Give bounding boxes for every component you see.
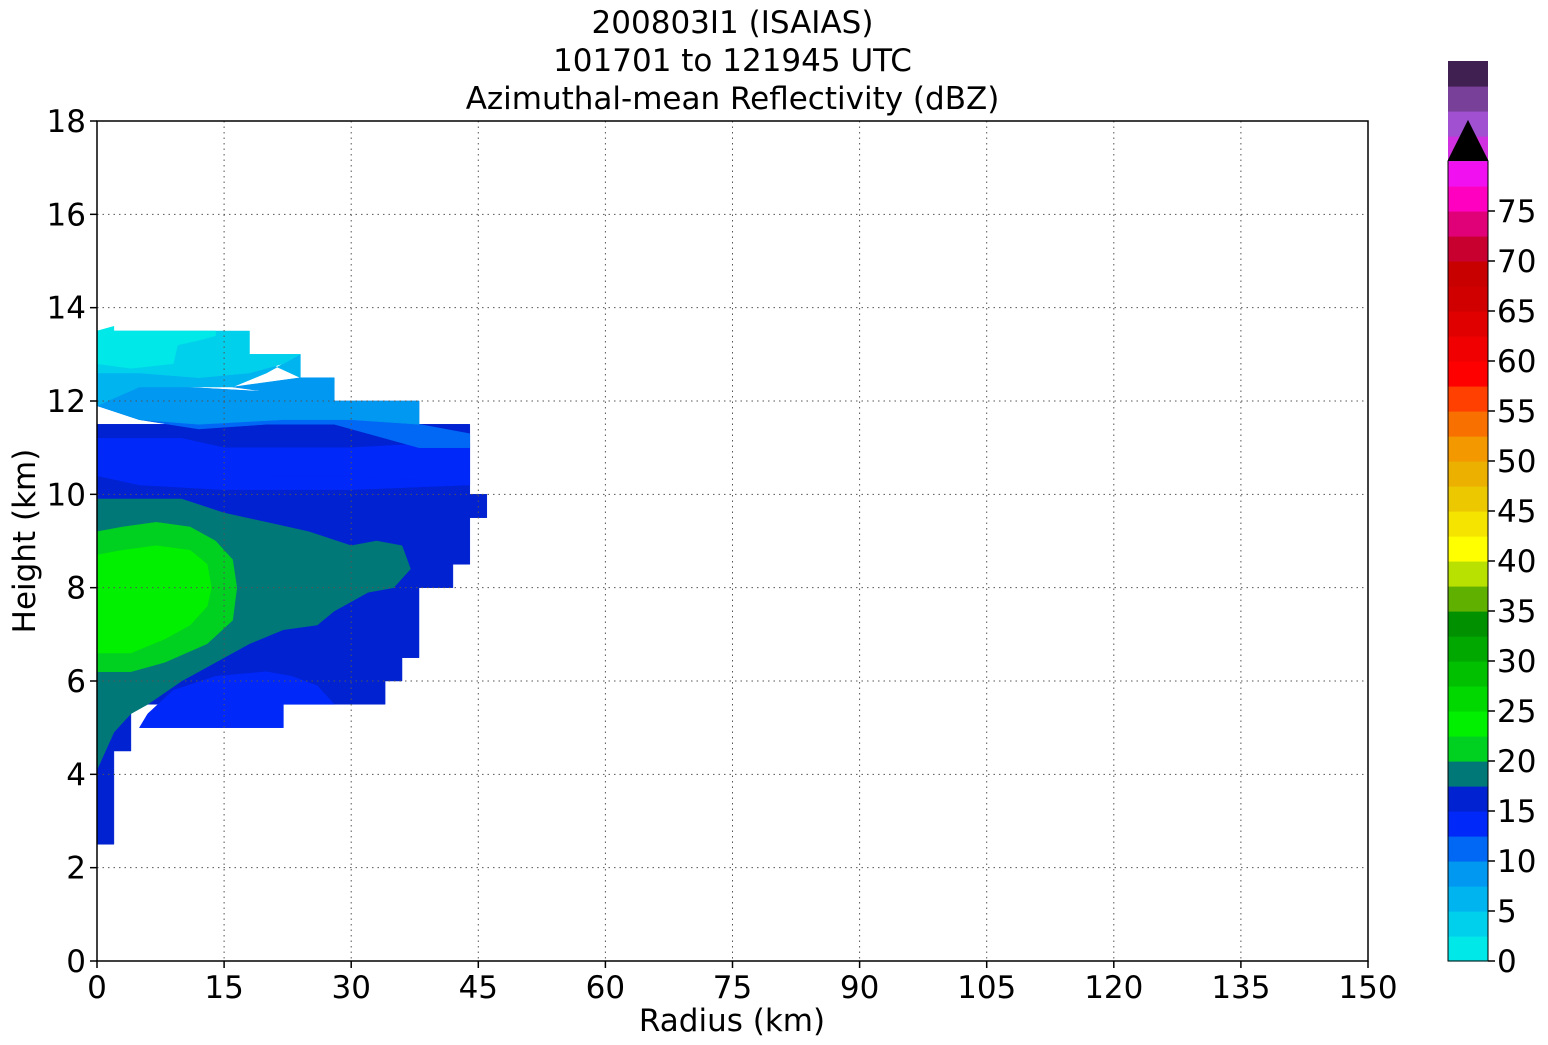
colorbar-tick-label-4: 20 <box>1497 744 1536 780</box>
colorbar-tick-label-12: 60 <box>1497 344 1536 380</box>
colorbar-tick-label-14: 70 <box>1497 244 1536 280</box>
contour-region-12 <box>97 452 471 490</box>
x-tick-label-3: 45 <box>459 970 498 1006</box>
colorbar-segment-29 <box>1448 211 1488 237</box>
y-tick-label-8: 16 <box>47 197 86 233</box>
chart-title-line-2: 101701 to 121945 UTC <box>553 43 912 79</box>
chart-title-line-1: 200803I1 (ISAIAS) <box>591 5 874 41</box>
colorbar-segment-1 <box>1448 911 1488 937</box>
colorbar-segment-30 <box>1448 186 1488 212</box>
colorbar-segment-5 <box>1448 811 1488 837</box>
x-tick-label-9: 135 <box>1211 970 1270 1006</box>
colorbar-segment-2 <box>1448 886 1488 912</box>
x-tick-label-0: 0 <box>87 970 107 1006</box>
x-tick-label-10: 150 <box>1338 970 1397 1006</box>
colorbar-segment-4 <box>1448 836 1488 862</box>
y-tick-label-2: 4 <box>66 757 86 793</box>
y-tick-label-3: 6 <box>66 664 86 700</box>
colorbar-segment-31 <box>1448 161 1488 187</box>
x-tick-label-7: 105 <box>957 970 1016 1006</box>
contour-region-7 <box>97 386 420 425</box>
colorbar-segment-15 <box>1448 561 1488 587</box>
contour-layer <box>97 325 488 845</box>
colorbar-tick-label-7: 35 <box>1497 594 1536 630</box>
colorbar-segment-28 <box>1448 236 1488 262</box>
colorbar-segment-19 <box>1448 461 1488 487</box>
y-tick-label-9: 18 <box>47 104 86 140</box>
colorbar-segment-23 <box>1448 361 1488 387</box>
x-ticks: 0 15 30 45 60 75 90 105 120 135 150 <box>87 961 1398 1006</box>
y-tick-label-5: 10 <box>47 477 86 513</box>
colorbar-tick-label-8: 40 <box>1497 544 1536 580</box>
colorbar-tick-label-9: 45 <box>1497 494 1536 530</box>
y-tick-label-6: 12 <box>47 384 86 420</box>
colorbar-segment-13 <box>1448 611 1488 637</box>
colorbar-extend-arrow <box>1448 121 1488 161</box>
x-tick-label-2: 30 <box>331 970 370 1006</box>
colorbar: 0 5 10 15 20 25 30 35 40 45 50 55 60 65 70 75 <box>1447 61 1536 980</box>
x-tick-label-4: 60 <box>586 970 625 1006</box>
contour-region-5 <box>97 545 212 654</box>
colorbar-segment-20 <box>1448 436 1488 462</box>
y-tick-label-0: 0 <box>66 944 86 980</box>
colorbar-tick-label-6: 30 <box>1497 644 1536 680</box>
colorbar-segment-0 <box>1448 936 1488 962</box>
colorbar-segment-24 <box>1448 336 1488 362</box>
colorbar-segment-14 <box>1448 586 1488 612</box>
colorbar-segment-21 <box>1448 411 1488 437</box>
y-ticks: 0 2 4 6 8 10 12 14 16 18 <box>47 104 97 980</box>
x-tick-label-8: 120 <box>1084 970 1143 1006</box>
contour-region-8 <box>232 377 335 402</box>
colorbar-segment-6 <box>1448 786 1488 812</box>
chart-title-line-3: Azimuthal-mean Reflectivity (dBZ) <box>465 81 1000 117</box>
x-tick-label-1: 15 <box>204 970 243 1006</box>
colorbar-tick-label-3: 15 <box>1497 794 1536 830</box>
y-tick-label-4: 8 <box>66 571 86 607</box>
colorbar-tick-label-13: 65 <box>1497 294 1536 330</box>
colorbar-segment-18 <box>1448 486 1488 512</box>
colorbar-segment-9 <box>1448 711 1488 737</box>
colorbar-tick-label-2: 10 <box>1497 844 1536 880</box>
colorbar-tick-label-5: 25 <box>1497 694 1536 730</box>
colorbar-tick-label-15: 75 <box>1497 194 1536 230</box>
colorbar-tick-label-0: 0 <box>1497 944 1517 980</box>
colorbar-segment-35 <box>1448 61 1488 87</box>
colorbar-segment-25 <box>1448 311 1488 337</box>
colorbar-segment-27 <box>1448 261 1488 287</box>
grid-lines <box>97 121 1368 961</box>
y-axis-label: Height (km) <box>7 449 43 634</box>
y-tick-label-1: 2 <box>66 851 86 887</box>
colorbar-tick-label-1: 5 <box>1497 894 1517 930</box>
colorbar-segment-11 <box>1448 661 1488 687</box>
colorbar-segment-26 <box>1448 286 1488 312</box>
contour-region-11 <box>97 325 216 369</box>
colorbar-segment-17 <box>1448 511 1488 537</box>
colorbar-outline <box>1447 119 1489 962</box>
colorbar-segment-7 <box>1448 761 1488 787</box>
colorbar-segment-8 <box>1448 736 1488 762</box>
colorbar-segment-34 <box>1448 86 1488 112</box>
colorbar-segment-3 <box>1448 861 1488 887</box>
x-tick-label-6: 90 <box>840 970 879 1006</box>
colorbar-segment-10 <box>1448 686 1488 712</box>
colorbar-segment-12 <box>1448 636 1488 662</box>
x-axis-label: Radius (km) <box>639 1003 825 1039</box>
x-tick-label-5: 75 <box>713 970 752 1006</box>
colorbar-tick-label-10: 50 <box>1497 444 1536 480</box>
colorbar-segment-22 <box>1448 386 1488 412</box>
y-tick-label-7: 14 <box>47 291 86 327</box>
colorbar-segment-16 <box>1448 536 1488 562</box>
colorbar-tick-label-11: 55 <box>1497 394 1536 430</box>
